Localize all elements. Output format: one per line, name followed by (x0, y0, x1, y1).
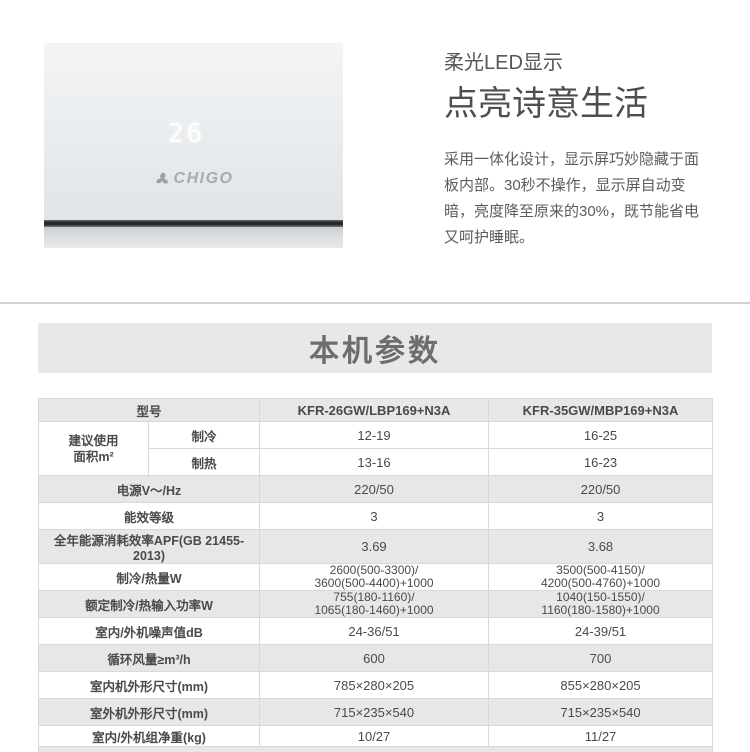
model-label: 型号 (37, 398, 261, 422)
panel-bottom-shading (44, 227, 343, 248)
spec-value: 855×280×205 (488, 671, 714, 699)
hero-description-line: 采用一体化设计，显示屏巧妙隐藏于面 (444, 151, 700, 168)
spec-value: 16-23 (488, 448, 714, 476)
spec-row: 室外机外形尺寸(mm) 715×235×540 715×235×540 (37, 698, 714, 726)
spec-row: 建议使用 面积m² 制冷 12-19 16-25 (38, 421, 714, 476)
spec-row: 室内机外形尺寸(mm) 785×280×205 855×280×205 (37, 671, 714, 699)
spec-value: 3500(500-4150)/ 4200(500-4760)+1000 (488, 563, 714, 591)
hero-description-line: 板内部。30秒不操作，显示屏自动变 (444, 177, 686, 194)
spec-header-row: 型号 KFR-26GW/LBP169+N3A KFR-35GW/MBP169+N… (37, 398, 714, 422)
spec-value: 13-16 (259, 448, 490, 476)
hero-text-block: 柔光LED显示 点亮诗意生活 采用一体化设计，显示屏巧妙隐藏于面 板内部。30秒… (444, 50, 712, 251)
spec-value: 24-36/51 (259, 617, 490, 645)
spec-value: 700 (488, 644, 714, 672)
hero-description: 采用一体化设计，显示屏巧妙隐藏于面 板内部。30秒不操作，显示屏自动变 暗，亮度… (444, 147, 712, 251)
chigo-brand-text: CHIGO (173, 170, 234, 187)
spec-label: 能效等级 (37, 502, 261, 530)
spec-value: 715×235×540 (488, 698, 714, 726)
spec-row: 室内/外机噪声值dB 24-36/51 24-39/51 (37, 617, 714, 645)
spec-row: 制冷/热量W 2600(500-3300)/ 3600(500-4400)+10… (37, 563, 714, 591)
hero-description-line: 暗，亮度降至原来的30%，既节能省电 (444, 203, 700, 220)
hero-title: 点亮诗意生活 (444, 85, 648, 123)
spec-row: 全年能源消耗效率APF(GB 21455-2013) 3.69 3.68 (37, 529, 714, 564)
spec-value: 3 (488, 502, 714, 530)
spec-label: 电源V～/Hz (37, 475, 261, 503)
spec-row: 循环风量≥m³/h 600 700 (37, 644, 714, 672)
spec-value: 755(180-1160)/ 1065(180-1460)+1000 (259, 590, 490, 618)
model-name: KFR-35GW/MBP169+N3A (488, 398, 714, 422)
model-name: KFR-26GW/LBP169+N3A (259, 398, 490, 422)
spec-row-cutoff-cell (37, 746, 714, 752)
spec-label: 室内/外机组净重(kg) (37, 725, 261, 747)
hero-subtitle: 柔光LED显示 (444, 52, 563, 74)
section-title: 本机参数 (309, 335, 441, 368)
air-vent-strip (44, 220, 343, 227)
spec-label: 制热 (147, 448, 261, 476)
spec-label: 制冷 (147, 421, 261, 449)
spec-value: 16-25 (488, 421, 714, 449)
chigo-fan-icon (154, 171, 170, 187)
section-divider (0, 302, 750, 304)
spec-label: 室内/外机噪声值dB (37, 617, 261, 645)
spec-label: 额定制冷/热输入功率W (37, 590, 261, 618)
spec-value: 220/50 (488, 475, 714, 503)
section-banner: 本机参数 (38, 323, 712, 373)
hero-description-line: 又呵护睡眠。 (444, 229, 535, 246)
spec-label: 制冷/热量W (37, 563, 261, 591)
spec-value: 2600(500-3300)/ 3600(500-4400)+1000 (259, 563, 490, 591)
spec-value: 715×235×540 (259, 698, 490, 726)
spec-value: 10/27 (259, 725, 490, 747)
spec-value: 1040(150-1550)/ 1160(180-1580)+1000 (488, 590, 714, 618)
spec-value: 3 (259, 502, 490, 530)
spec-value: 3.68 (488, 529, 714, 564)
spec-label: 全年能源消耗效率APF(GB 21455-2013) (37, 529, 261, 564)
spec-row: 电源V～/Hz 220/50 220/50 (37, 475, 714, 503)
spec-value: 24-39/51 (488, 617, 714, 645)
area-group-label: 建议使用 面积m² (38, 421, 149, 476)
spec-value: 11/27 (488, 725, 714, 747)
spec-value: 600 (259, 644, 490, 672)
spec-row: 能效等级 3 3 (37, 502, 714, 530)
spec-label: 室外机外形尺寸(mm) (37, 698, 261, 726)
spec-row: 额定制冷/热输入功率W 755(180-1160)/ 1065(180-1460… (37, 590, 714, 618)
spec-value: 3.69 (259, 529, 490, 564)
spec-row: 制热 13-16 16-23 (39, 448, 714, 476)
chigo-logo: CHIGO (44, 170, 343, 188)
spec-value: 785×280×205 (259, 671, 490, 699)
spec-value: 12-19 (259, 421, 490, 449)
spec-table: 型号 KFR-26GW/LBP169+N3A KFR-35GW/MBP169+N… (37, 398, 714, 752)
spec-value: 220/50 (259, 475, 490, 503)
air-conditioner-image: 26 CHIGO (44, 43, 343, 248)
spec-label: 室内机外形尺寸(mm) (37, 671, 261, 699)
led-temperature-display: 26 (167, 119, 206, 149)
spec-row: 室内/外机组净重(kg) 10/27 11/27 (37, 725, 714, 747)
spec-label: 循环风量≥m³/h (37, 644, 261, 672)
spec-row-cutoff (37, 746, 714, 752)
